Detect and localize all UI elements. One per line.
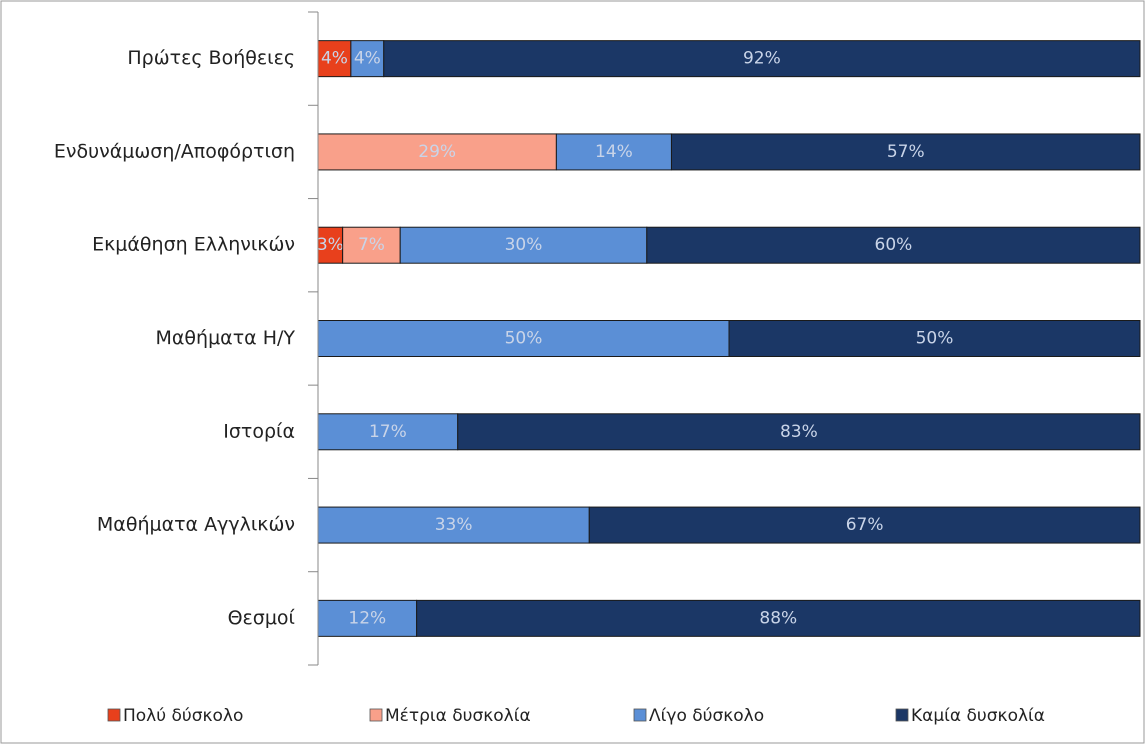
value-label: 92% (743, 49, 781, 69)
value-label: 30% (505, 235, 543, 255)
bar-segment (350, 40, 385, 78)
bar-segment (317, 40, 352, 78)
value-label: 14% (595, 142, 633, 162)
category-label: Εκμάθηση Ελληνικών (92, 234, 295, 256)
bar-segment (317, 133, 557, 171)
value-label: 4% (354, 49, 381, 69)
value-label: 7% (358, 235, 385, 255)
bar-segment (399, 226, 648, 264)
value-label: 4% (321, 49, 348, 69)
value-label: 29% (418, 142, 456, 162)
legend-swatch (633, 708, 647, 722)
legend-swatch (895, 708, 909, 722)
value-label: 3% (317, 235, 344, 255)
bar-segment (317, 413, 459, 451)
value-label: 67% (846, 515, 884, 535)
bar-segment (416, 599, 1141, 637)
bar-segment (342, 226, 401, 264)
legend-label: Καμία δυσκολία (911, 706, 1045, 726)
value-label: 17% (369, 422, 407, 442)
category-label: Μαθήματα Αγγλικών (97, 514, 295, 536)
value-label: 50% (916, 329, 954, 349)
value-label: 50% (505, 329, 543, 349)
bar-segment (383, 40, 1141, 78)
bar-segment (728, 320, 1141, 357)
bar-segment (457, 413, 1141, 451)
bar-segment (646, 226, 1141, 264)
category-label: Μαθήματα Η/Υ (156, 327, 296, 349)
legend-swatch (369, 708, 383, 722)
value-label: 60% (875, 235, 913, 255)
category-label: Ενδυνάμωση/Αποφόρτιση (54, 140, 295, 162)
bar-segment (588, 506, 1141, 544)
category-label: Θεσμοί (228, 607, 296, 629)
legend-label: Πολύ δύσκολο (123, 706, 243, 726)
legend-swatch (107, 708, 121, 722)
legend-label: Μέτρια δυσκολία (385, 706, 531, 726)
value-label: 88% (759, 608, 797, 628)
bar-segment (555, 133, 672, 171)
bar-segment (317, 320, 730, 357)
category-label: Ιστορία (223, 420, 295, 442)
category-label: Πρώτες Βοήθειες (127, 47, 295, 69)
bar-segment (670, 133, 1141, 171)
value-label: 83% (780, 422, 818, 442)
legend-label: Λίγο δύσκολο (649, 706, 764, 726)
value-label: 33% (435, 515, 473, 535)
value-label: 57% (887, 142, 925, 162)
value-label: 12% (348, 608, 386, 628)
